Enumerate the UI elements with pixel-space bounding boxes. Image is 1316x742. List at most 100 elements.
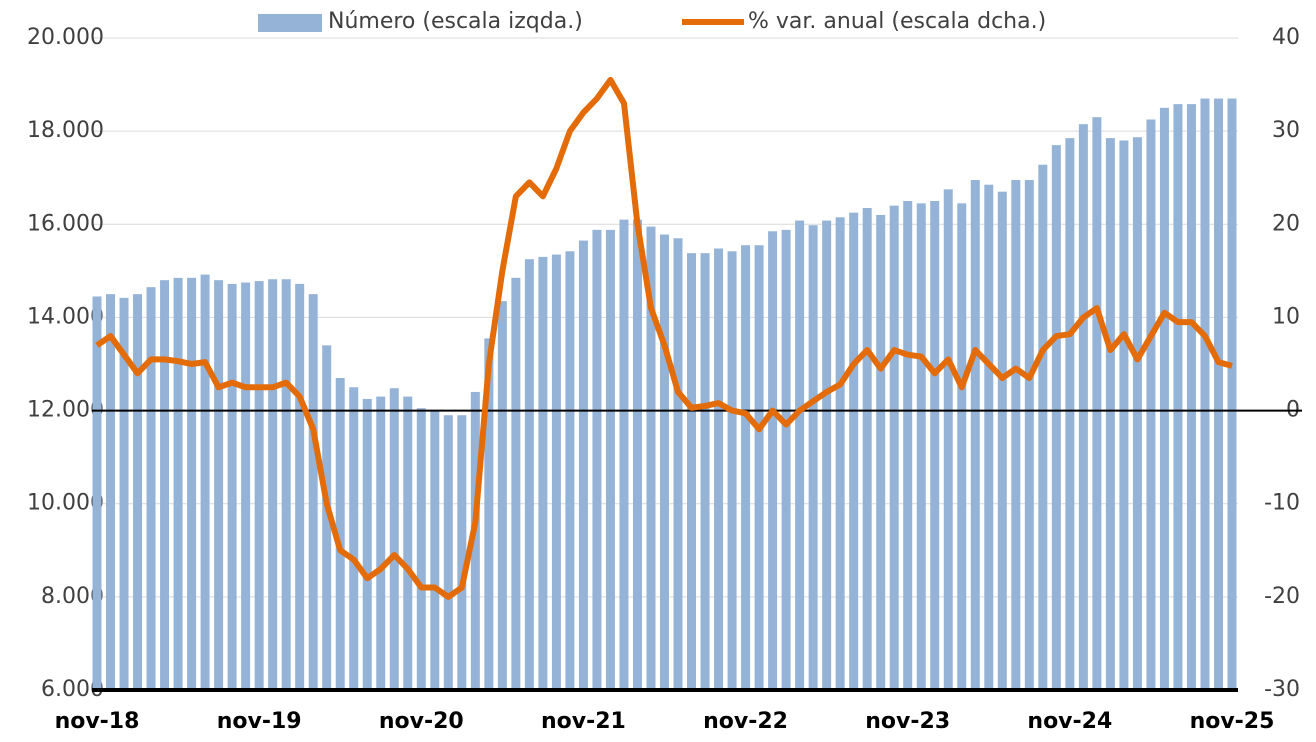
bar bbox=[133, 294, 143, 690]
bar bbox=[200, 274, 210, 690]
bar bbox=[646, 226, 656, 690]
y2-tick-label: -20 bbox=[1264, 584, 1300, 609]
y-tick-label: 18.000 bbox=[27, 118, 104, 143]
bar bbox=[1186, 104, 1196, 691]
bar bbox=[1065, 138, 1075, 691]
legend-label: Número (escala izqda.) bbox=[328, 9, 583, 34]
x-tick-label: nov-25 bbox=[1190, 709, 1275, 734]
bar bbox=[295, 283, 305, 690]
bar bbox=[997, 191, 1007, 690]
bar bbox=[160, 280, 170, 690]
bar bbox=[524, 259, 534, 690]
bar bbox=[254, 281, 264, 690]
x-tick-label: nov-23 bbox=[865, 709, 950, 734]
bar bbox=[1200, 98, 1210, 691]
bar bbox=[822, 220, 832, 690]
y2-tick-label: 10 bbox=[1272, 304, 1300, 329]
bar bbox=[416, 408, 426, 690]
bar bbox=[727, 251, 737, 690]
x-tick-label: nov-22 bbox=[703, 709, 788, 734]
bar bbox=[889, 205, 899, 690]
bar bbox=[484, 338, 494, 690]
y2-tick-label: 40 bbox=[1272, 25, 1300, 50]
bar bbox=[754, 245, 764, 690]
x-tick-label: nov-18 bbox=[55, 709, 140, 734]
bar bbox=[1011, 180, 1021, 691]
bar bbox=[92, 296, 102, 690]
bar bbox=[903, 201, 913, 690]
y-tick-label: 14.000 bbox=[27, 304, 104, 329]
bar bbox=[1227, 98, 1237, 691]
bar bbox=[1132, 137, 1142, 690]
bar bbox=[1051, 145, 1061, 691]
bar bbox=[970, 180, 980, 691]
bar bbox=[470, 391, 480, 690]
bar bbox=[1078, 124, 1088, 690]
legend-label: % var. anual (escala dcha.) bbox=[748, 9, 1046, 34]
bar bbox=[457, 415, 467, 690]
bar bbox=[362, 398, 372, 690]
y2-tick-label: 20 bbox=[1272, 211, 1300, 236]
y-tick-label: 10.000 bbox=[27, 491, 104, 516]
bar bbox=[322, 345, 332, 690]
bar bbox=[241, 282, 251, 690]
bar bbox=[1159, 107, 1169, 691]
bar bbox=[1146, 119, 1156, 690]
bar bbox=[106, 294, 116, 690]
y-tick-label: 12.000 bbox=[27, 398, 104, 423]
y2-tick-label: -10 bbox=[1264, 491, 1300, 516]
bar bbox=[660, 234, 669, 690]
bar bbox=[389, 388, 399, 690]
bar bbox=[1092, 117, 1102, 690]
bar bbox=[876, 214, 886, 690]
bar bbox=[619, 219, 629, 690]
bar bbox=[1105, 138, 1115, 691]
bar bbox=[943, 189, 953, 690]
bar bbox=[700, 253, 710, 690]
bar bbox=[768, 231, 778, 690]
bar bbox=[632, 219, 642, 690]
x-tick-label: nov-21 bbox=[541, 709, 626, 734]
bar bbox=[916, 203, 926, 691]
bar bbox=[349, 387, 359, 690]
bar bbox=[214, 280, 224, 690]
bar bbox=[268, 279, 278, 690]
bar bbox=[808, 225, 818, 690]
bar bbox=[849, 212, 859, 690]
bar bbox=[795, 220, 805, 690]
y-tick-label: 20.000 bbox=[27, 25, 104, 50]
bar bbox=[835, 217, 845, 691]
bar bbox=[1173, 104, 1183, 691]
bar bbox=[862, 207, 872, 690]
bar bbox=[578, 240, 588, 691]
bar bbox=[146, 287, 156, 690]
bar bbox=[741, 245, 751, 690]
bar bbox=[430, 410, 440, 690]
bar bbox=[335, 377, 345, 690]
bar bbox=[673, 238, 683, 690]
bar bbox=[538, 256, 548, 690]
x-tick-label: nov-19 bbox=[217, 709, 302, 734]
bar bbox=[1024, 180, 1034, 691]
bar bbox=[187, 277, 197, 690]
bar bbox=[173, 277, 183, 690]
bar bbox=[687, 253, 697, 690]
bar bbox=[403, 396, 413, 690]
bar bbox=[443, 415, 453, 690]
y-tick-label: 16.000 bbox=[27, 211, 104, 236]
bar bbox=[497, 301, 507, 690]
bar bbox=[119, 297, 129, 690]
y2-tick-label: 30 bbox=[1272, 118, 1300, 143]
x-tick-label: nov-24 bbox=[1027, 709, 1112, 734]
bar bbox=[1213, 98, 1223, 691]
bar bbox=[930, 201, 940, 690]
bar bbox=[551, 254, 561, 691]
line bbox=[95, 76, 1233, 600]
bar bbox=[714, 248, 724, 690]
bar bbox=[376, 396, 386, 690]
bar bbox=[605, 229, 615, 691]
bar bbox=[227, 283, 237, 690]
legend-swatch bbox=[258, 14, 322, 32]
x-tick-label: nov-20 bbox=[379, 709, 464, 734]
